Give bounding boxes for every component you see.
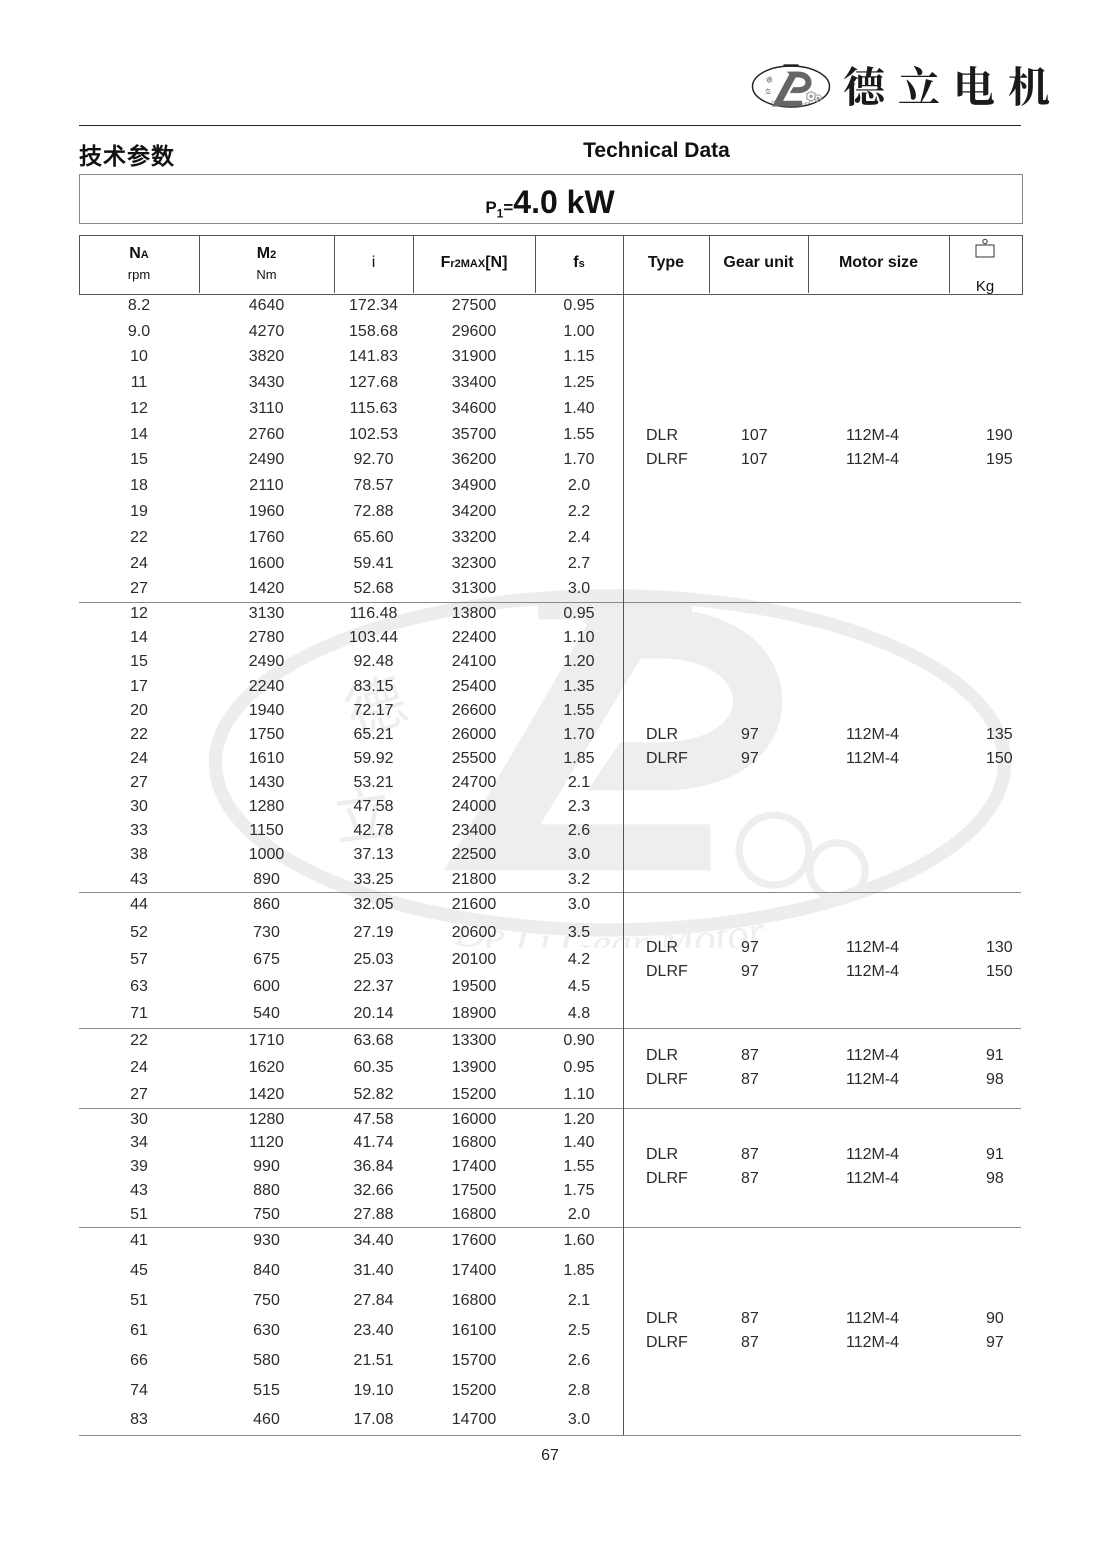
svg-text:立: 立 [764, 86, 771, 96]
svg-text:德: 德 [765, 74, 774, 85]
